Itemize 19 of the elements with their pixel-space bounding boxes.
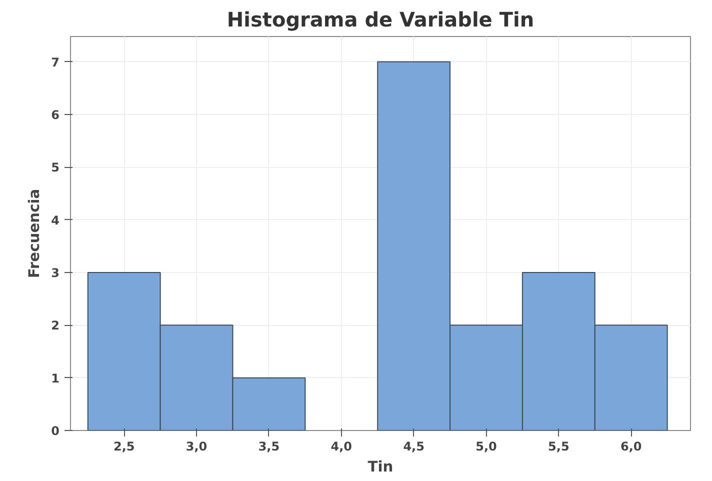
x-tick-label: 5,0 — [476, 440, 497, 454]
x-tick-label: 3,5 — [258, 440, 280, 454]
y-axis-title: Frecuencia — [26, 188, 44, 278]
x-tick-label: 4,0 — [330, 440, 352, 454]
y-tick-label: 1 — [51, 371, 60, 386]
y-tick-label: 7 — [51, 55, 60, 70]
x-tick-label: 2,5 — [113, 440, 135, 454]
y-tick-label: 5 — [51, 160, 60, 175]
x-tick-label: 4,5 — [403, 440, 424, 454]
y-tick-label: 6 — [51, 108, 60, 122]
y-tick-label: 3 — [51, 266, 60, 280]
chart-title: Histograma de Variable Tin — [226, 8, 534, 32]
x-axis-title: Tin — [368, 458, 394, 476]
x-tick-label: 6,0 — [620, 440, 642, 454]
x-tick-label: 5,5 — [548, 440, 570, 454]
x-tick-label: 3,0 — [186, 440, 208, 454]
y-tick-label: 4 — [51, 213, 60, 228]
y-tick-label: 2 — [51, 318, 60, 333]
y-tick-label: 0 — [51, 424, 60, 438]
